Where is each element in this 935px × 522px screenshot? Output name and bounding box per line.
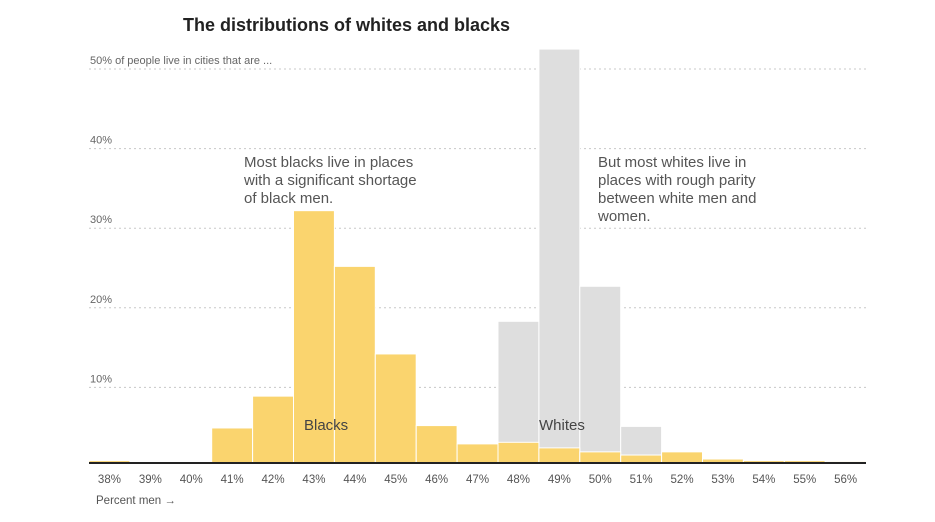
bar-blacks-49 — [538, 447, 581, 464]
annotation-whites: But most whites live in places with rough… — [597, 154, 756, 225]
annotation-line: of black men. — [244, 190, 333, 207]
x-tick-label: 51% — [630, 474, 653, 486]
x-tick-label: 38% — [98, 474, 121, 486]
chart-title: The distributions of whites and blacks — [183, 15, 511, 35]
y-tick-label: 10% — [90, 373, 112, 385]
blacks-series — [88, 210, 867, 464]
x-tick-label: 39% — [139, 474, 162, 486]
y-tick-label: 40% — [90, 135, 112, 147]
x-tick-label: 56% — [834, 474, 857, 486]
x-tick-label: 44% — [343, 474, 366, 486]
y-tick-label: 30% — [90, 214, 112, 226]
y-axis-top-label: 50% of people live in cities that are ..… — [90, 55, 272, 67]
x-tick-label: 45% — [384, 474, 407, 486]
x-tick-label: 43% — [302, 474, 325, 486]
x-axis-ticks: 38% 39% 40% 41% 42% 43% 44% 45% 46% 47% 48% 49% 50% 5… — [98, 474, 857, 486]
series-label-blacks: Blacks — [304, 417, 348, 434]
annotation-line: places with rough parity — [598, 172, 756, 189]
x-tick-label: 55% — [793, 474, 816, 486]
gridlines — [89, 68, 866, 388]
x-tick-label: 41% — [221, 474, 244, 486]
x-tick-label: 42% — [262, 474, 285, 486]
annotation-line: between white men and — [598, 190, 756, 207]
annotation-line: women. — [597, 208, 651, 225]
whites-series — [415, 48, 826, 464]
bar-whites-49 — [538, 48, 581, 464]
bar-blacks-42 — [252, 395, 295, 464]
x-tick-label: 54% — [752, 474, 775, 486]
bar-blacks-46 — [415, 425, 458, 464]
bar-blacks-51 — [620, 454, 663, 464]
x-tick-label: 46% — [425, 474, 448, 486]
bar-whites-50 — [579, 285, 622, 464]
x-tick-label: 52% — [671, 474, 694, 486]
y-tick-label: 20% — [90, 294, 112, 306]
x-tick-label: 53% — [711, 474, 734, 486]
annotation-blacks: Most blacks live in places with a signifi… — [243, 154, 417, 207]
series-label-whites: Whites — [539, 417, 585, 434]
bar-blacks-52 — [661, 451, 703, 464]
bar-whites-48 — [497, 320, 540, 464]
y-axis-ticks: 10% 20% 30% 40% — [90, 135, 112, 386]
x-tick-label: 49% — [548, 474, 571, 486]
bar-blacks-48 — [497, 441, 540, 464]
bar-blacks-41 — [211, 427, 254, 464]
bar-blacks-45 — [374, 353, 417, 464]
x-tick-label: 47% — [466, 474, 489, 486]
x-axis-label: Percent men → — [96, 495, 176, 507]
annotation-line: Most blacks live in places — [244, 154, 413, 171]
bar-blacks-47 — [456, 443, 499, 464]
x-tick-label: 40% — [180, 474, 203, 486]
x-tick-label: 48% — [507, 474, 530, 486]
x-tick-label: 50% — [589, 474, 612, 486]
annotation-line: But most whites live in — [598, 154, 746, 171]
annotation-line: with a significant shortage — [243, 172, 417, 189]
bar-blacks-50 — [579, 451, 622, 464]
